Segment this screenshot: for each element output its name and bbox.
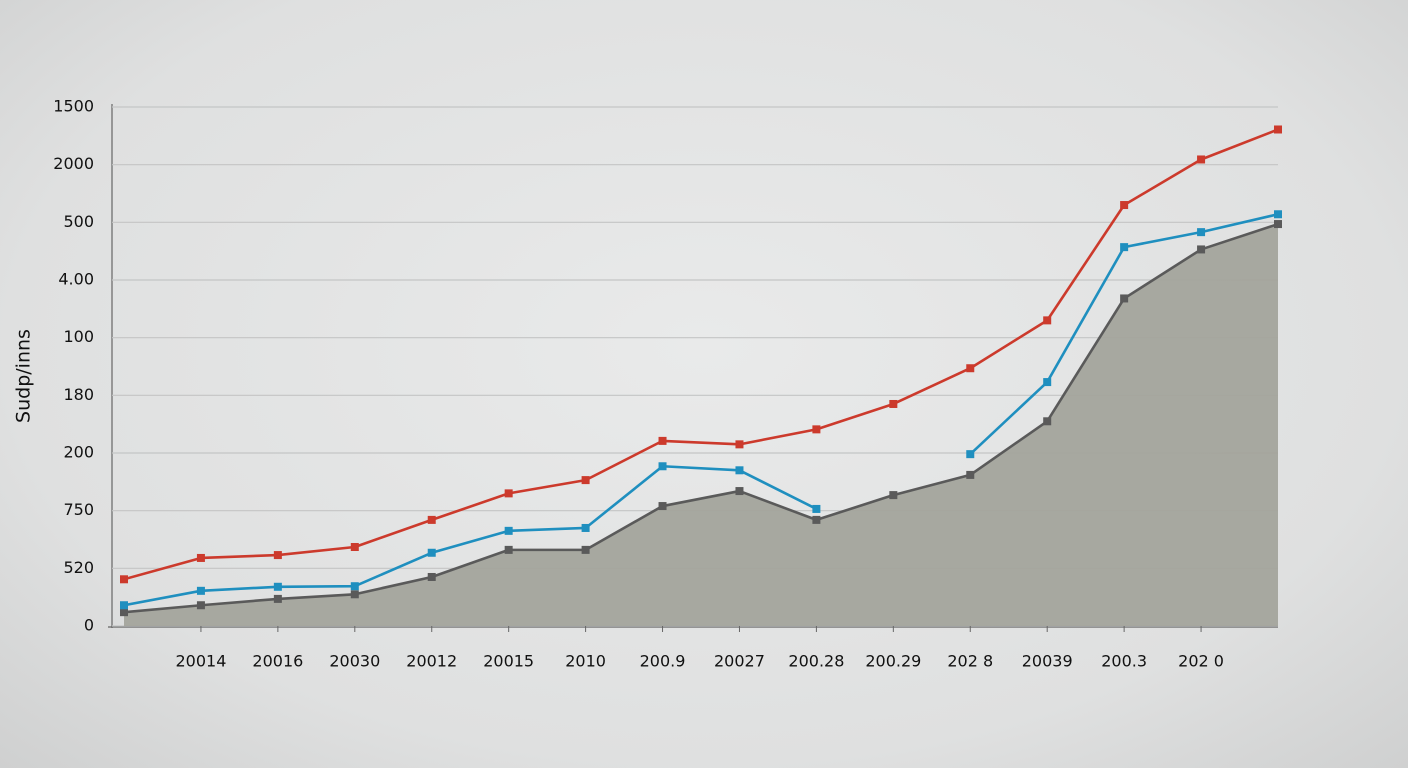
marker <box>966 450 975 459</box>
marker <box>658 462 667 471</box>
marker <box>273 582 282 591</box>
marker <box>350 582 359 591</box>
x-tick-label: 202 0 <box>1178 652 1224 671</box>
y-axis-label: Sudp/inns <box>13 329 35 423</box>
line <box>123 222 1279 614</box>
marker <box>812 425 821 434</box>
marker <box>581 545 590 554</box>
marker <box>966 470 975 479</box>
x-tick-label: 202 8 <box>947 652 993 671</box>
y-tick-label: 500 <box>63 212 94 231</box>
marker <box>1043 378 1052 387</box>
line <box>123 128 1279 581</box>
x-tick-label: 20030 <box>329 652 380 671</box>
marker <box>581 523 590 532</box>
marker <box>812 515 821 524</box>
x-tick-label: 20027 <box>714 652 765 671</box>
x-tick-label: 200.29 <box>865 652 921 671</box>
marker <box>273 594 282 603</box>
marker <box>581 476 590 485</box>
y-tick-label: 1500 <box>53 97 94 116</box>
y-tick-label: 750 <box>63 500 94 519</box>
marker <box>1043 316 1052 325</box>
marker <box>658 502 667 511</box>
x-tick-label: 2010 <box>565 652 606 671</box>
marker <box>966 364 975 373</box>
marker <box>120 575 128 584</box>
y-tick-label: 2000 <box>53 154 94 173</box>
marker <box>504 545 513 554</box>
marker <box>1274 220 1282 229</box>
marker <box>350 542 359 551</box>
marker <box>120 608 128 617</box>
marker <box>504 489 513 498</box>
marker <box>735 487 744 496</box>
marker <box>889 491 898 500</box>
marker <box>735 466 744 475</box>
marker <box>427 515 436 524</box>
marker <box>427 572 436 581</box>
y-tick-label: 180 <box>63 385 94 404</box>
y-tick-label: 200 <box>63 443 94 462</box>
marker <box>196 553 205 562</box>
x-tick-label: 20016 <box>252 652 303 671</box>
marker <box>889 399 898 408</box>
y-tick-label: 100 <box>63 327 94 346</box>
x-tick-label: 20015 <box>483 652 534 671</box>
x-tick-label: 20014 <box>175 652 226 671</box>
area <box>124 224 1278 626</box>
marker <box>735 440 744 449</box>
marker <box>273 551 282 560</box>
marker <box>658 436 667 445</box>
y-tick-label: 520 <box>63 558 94 577</box>
y-tick-label: 4.00 <box>58 270 94 289</box>
x-tick-label: 20012 <box>406 652 457 671</box>
marker <box>1043 417 1052 426</box>
marker <box>1197 228 1206 237</box>
x-tick-label: 200.9 <box>640 652 686 671</box>
marker <box>1120 243 1129 252</box>
marker <box>350 590 359 599</box>
x-tick-label: 200.28 <box>788 652 844 671</box>
x-tick-label: 200.3 <box>1101 652 1147 671</box>
marker <box>196 586 205 595</box>
y-tick-label: 0 <box>84 616 94 635</box>
marker <box>120 601 128 610</box>
marker <box>1197 155 1206 164</box>
marker <box>1274 125 1282 134</box>
marker <box>504 526 513 535</box>
marker <box>427 548 436 557</box>
marker <box>196 601 205 610</box>
x-tick-label: 20039 <box>1022 652 1073 671</box>
marker <box>1120 294 1129 303</box>
marker <box>1274 210 1282 219</box>
marker <box>1197 245 1206 254</box>
marker <box>812 504 821 513</box>
marker <box>1120 201 1129 210</box>
